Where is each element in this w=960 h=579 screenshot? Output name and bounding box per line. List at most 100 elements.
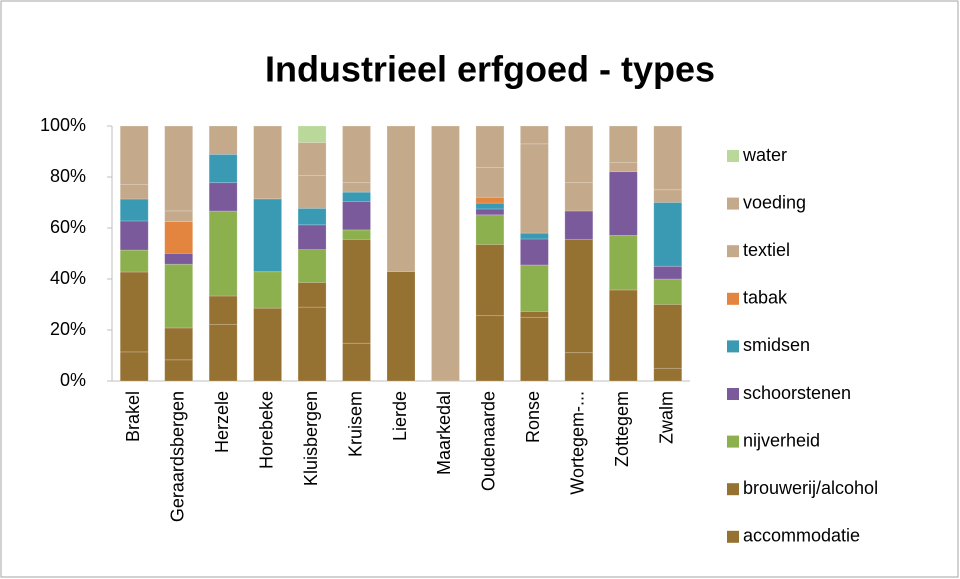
bar-segment bbox=[519, 238, 549, 266]
bar-segment bbox=[475, 202, 505, 210]
bar-segment bbox=[119, 220, 149, 251]
legend-swatch bbox=[727, 530, 739, 543]
bar-segment bbox=[119, 351, 149, 382]
bar-segment bbox=[164, 125, 194, 212]
y-tick-label: 0% bbox=[60, 370, 86, 390]
legend-swatch bbox=[727, 435, 739, 448]
y-tick-label: 60% bbox=[50, 217, 86, 237]
bar-segment bbox=[564, 125, 594, 184]
legend-swatch bbox=[727, 292, 739, 305]
chart-title: Industrieel erfgoed - types bbox=[265, 49, 715, 90]
bar-segment bbox=[164, 263, 194, 329]
bar-segment bbox=[119, 184, 149, 200]
bar-segment bbox=[608, 162, 638, 173]
x-tick-label: Maarkedal bbox=[434, 391, 454, 475]
bar-segment bbox=[119, 271, 149, 353]
x-tick-label: Oudenaarde bbox=[479, 391, 499, 491]
bar-segment bbox=[653, 367, 683, 382]
bar-segment bbox=[164, 221, 194, 254]
bar-segment bbox=[253, 125, 283, 200]
bar-segment bbox=[519, 310, 549, 318]
bar-segment bbox=[608, 171, 638, 236]
bar-segment bbox=[297, 224, 327, 250]
bar-segment bbox=[653, 265, 683, 280]
bar-segment bbox=[342, 342, 371, 382]
legend-label: voeding bbox=[743, 192, 806, 212]
bar-segment bbox=[475, 214, 505, 245]
bar-segment bbox=[164, 359, 194, 382]
y-tick-label: 100% bbox=[40, 115, 86, 135]
x-tick-label: Zwalm bbox=[657, 391, 677, 444]
bar-segment bbox=[342, 201, 371, 231]
bar-segment bbox=[297, 249, 327, 283]
bar-segment bbox=[475, 125, 505, 169]
legend-label: accommodatie bbox=[743, 526, 860, 546]
x-tick-label: Geraardsbergen bbox=[167, 391, 187, 522]
legend-label: schoorstenen bbox=[743, 383, 851, 403]
bar-segment bbox=[208, 153, 238, 184]
bar-segment bbox=[208, 210, 238, 297]
bar-segment bbox=[164, 327, 194, 361]
bar-segment bbox=[653, 304, 683, 369]
bar-segment bbox=[297, 306, 327, 382]
bar-segment bbox=[653, 202, 683, 267]
bar-segment bbox=[653, 125, 683, 191]
x-tick-label: Herzele bbox=[212, 391, 232, 453]
bar-segment bbox=[519, 264, 549, 312]
legend-label: nijverheid bbox=[743, 430, 820, 450]
bar-segment bbox=[431, 125, 460, 382]
bar-segment bbox=[342, 125, 371, 184]
y-tick-label: 20% bbox=[50, 319, 86, 339]
legend-swatch bbox=[727, 245, 739, 258]
bar-segment bbox=[253, 198, 283, 273]
bar-segment bbox=[297, 282, 327, 308]
x-tick-label: Ronse bbox=[523, 391, 543, 443]
bar-segment bbox=[475, 315, 505, 382]
bar-segment bbox=[564, 352, 594, 382]
bar-segment bbox=[208, 125, 238, 155]
bar-segment bbox=[164, 210, 194, 223]
bar-segment bbox=[297, 175, 327, 209]
bar-segment bbox=[519, 125, 549, 145]
x-tick-label: Brakel bbox=[123, 391, 143, 442]
legend-swatch bbox=[727, 340, 739, 353]
bar-segment bbox=[164, 253, 194, 265]
bar-segment bbox=[386, 125, 416, 273]
bar-segment bbox=[519, 232, 549, 240]
legend-label: water bbox=[742, 145, 787, 165]
bar-segment bbox=[253, 271, 283, 309]
bar-segment bbox=[208, 323, 238, 382]
bar-segment bbox=[297, 125, 327, 143]
bar-segment bbox=[386, 271, 416, 382]
bar-segment bbox=[653, 189, 683, 203]
bar-segment bbox=[475, 196, 505, 204]
bar-segment bbox=[608, 289, 638, 382]
bar-segment bbox=[342, 182, 371, 193]
bar-segment bbox=[253, 307, 283, 382]
bar-segment bbox=[208, 182, 238, 212]
x-tick-label: Kruisem bbox=[345, 391, 365, 457]
bar-segment bbox=[342, 191, 371, 202]
bar-segment bbox=[475, 167, 505, 198]
bar-segment bbox=[608, 125, 638, 163]
legend-swatch bbox=[727, 150, 739, 162]
bar-segment bbox=[342, 229, 371, 240]
bar-segment bbox=[208, 295, 238, 325]
bar-segment bbox=[475, 208, 505, 216]
y-tick-label: 40% bbox=[50, 268, 86, 288]
legend-swatch bbox=[727, 388, 739, 400]
legend-label: smidsen bbox=[743, 335, 810, 355]
bar-segment bbox=[297, 142, 327, 176]
bar-segment bbox=[342, 238, 371, 344]
bar-segment bbox=[519, 143, 549, 234]
bar-segment bbox=[119, 249, 149, 273]
bar-segment bbox=[119, 198, 149, 222]
legend-label: brouwerij/alcohol bbox=[743, 478, 878, 498]
bar-segment bbox=[564, 238, 594, 354]
bar-segment bbox=[564, 182, 594, 212]
bar-segment bbox=[119, 125, 149, 185]
bar-segment bbox=[297, 207, 327, 226]
x-tick-label: Zottegem bbox=[612, 391, 632, 467]
y-tick-label: 80% bbox=[50, 166, 86, 186]
legend-swatch bbox=[727, 197, 739, 210]
